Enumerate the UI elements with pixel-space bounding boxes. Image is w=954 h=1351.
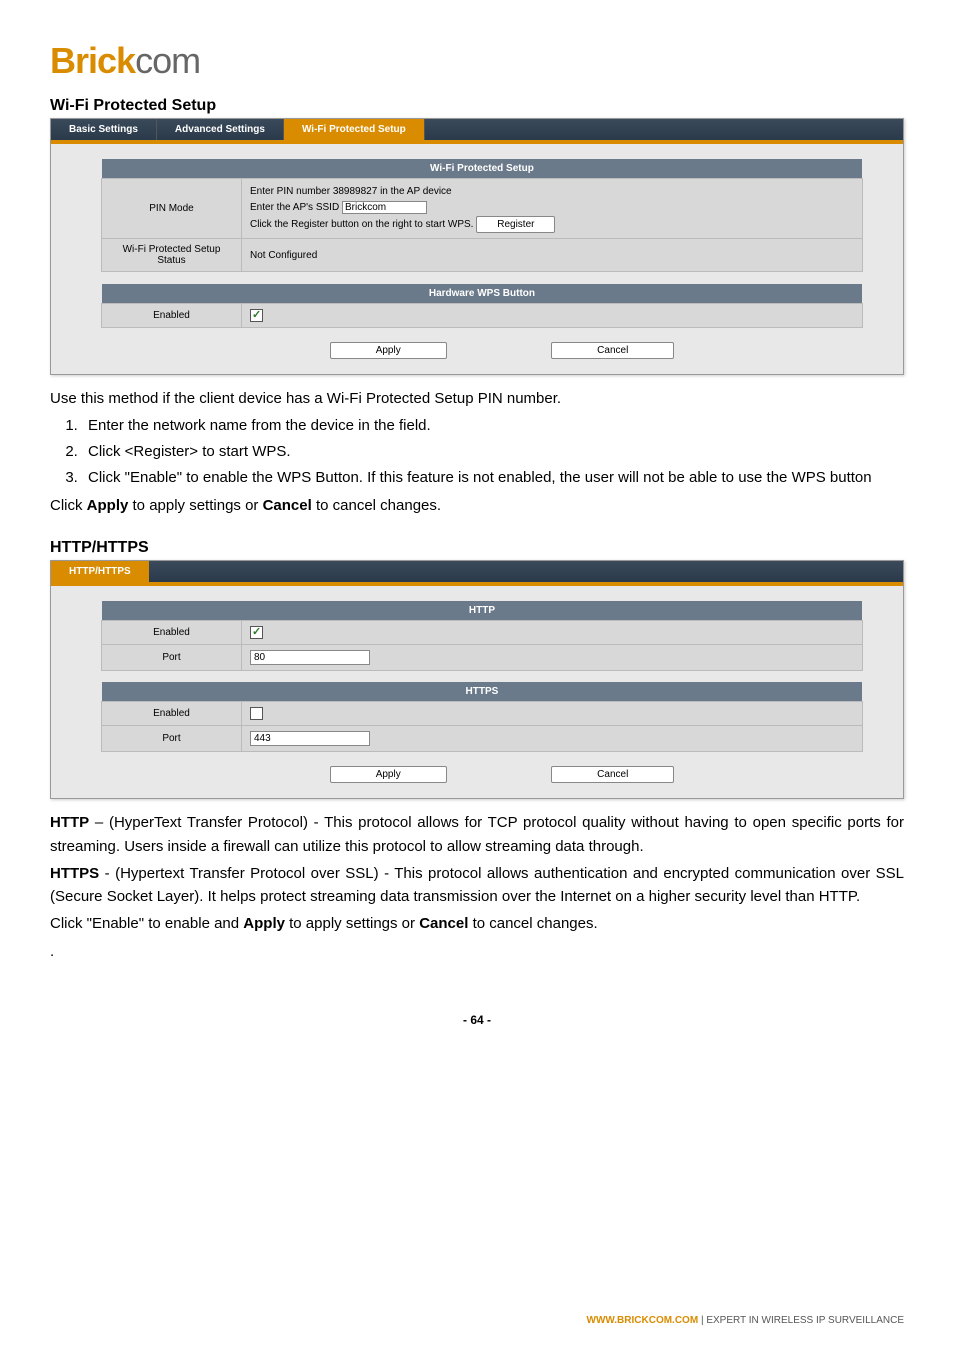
step-3: Click "Enable" to enable the WPS Button.… [82,466,904,489]
apply-instruction: Click Apply to apply settings or Cancel … [50,494,904,517]
hw-wps-header: Hardware WPS Button [102,284,863,304]
tab-bar-wps: Basic Settings Advanced Settings Wi-Fi P… [51,119,903,140]
hw-enabled-label: Enabled [102,303,242,327]
http-description: HTTP – (HyperText Transfer Protocol) - T… [50,811,904,858]
step-1: Enter the network name from the device i… [82,414,904,437]
wps-panel: Basic Settings Advanced Settings Wi-Fi P… [50,118,904,375]
pin-line2-pre: Enter the AP's SSID [250,202,339,213]
wps-status-label: Wi-Fi Protected Setup Status [102,239,242,272]
register-button[interactable]: Register [476,216,555,233]
cancel-button-wps[interactable]: Cancel [551,342,674,359]
instruction-steps: Enter the network name from the device i… [82,414,904,490]
http-panel: HTTP/HTTPS HTTP Enabled Port HTTPS Enabl… [50,560,904,800]
tab-wifi-protected-setup[interactable]: Wi-Fi Protected Setup [284,119,425,140]
https-port-label: Port [102,726,242,752]
https-description: HTTPS - (Hypertext Transfer Protocol ove… [50,862,904,909]
instruction-intro: Use this method if the client device has… [50,387,904,410]
http-port-label: Port [102,644,242,670]
wps-status-value: Not Configured [242,239,863,272]
logo: Brickcom [50,40,904,82]
footer-tagline: | EXPERT IN WIRELESS IP SURVEILLANCE [698,1315,904,1326]
wps-table-header: Wi-Fi Protected Setup [102,159,863,179]
enable-instruction: Click "Enable" to enable and Apply to ap… [50,912,904,935]
tab-http-https[interactable]: HTTP/HTTPS [51,561,149,582]
apply-button-wps[interactable]: Apply [330,342,447,359]
page-number: - 64 - [50,1013,904,1027]
http-port-input[interactable] [250,650,370,665]
section-title-http: HTTP/HTTPS [50,539,904,557]
https-enabled-checkbox[interactable] [250,707,263,720]
logo-text-com: com [135,40,200,81]
hw-enabled-checkbox[interactable] [250,309,263,322]
footer-url: WWW.BRICKCOM.COM [587,1315,699,1326]
wps-settings-table: Wi-Fi Protected Setup PIN Mode Enter PIN… [101,159,863,328]
step-2: Click <Register> to start WPS. [82,440,904,463]
https-enabled-label: Enabled [102,702,242,726]
http-button-row: Apply Cancel [101,764,903,783]
tab-basic-settings[interactable]: Basic Settings [51,119,157,140]
http-header: HTTP [102,601,863,621]
cancel-button-http[interactable]: Cancel [551,766,674,783]
pin-line3: Click the Register button on the right t… [250,219,473,230]
trailing-dot: . [50,940,904,963]
footer-bar: WWW.BRICKCOM.COM | EXPERT IN WIRELESS IP… [587,1315,904,1326]
http-table: HTTP Enabled Port HTTPS Enabled Port [101,601,863,753]
wps-button-row: Apply Cancel [101,340,903,359]
http-enabled-label: Enabled [102,620,242,644]
apply-button-http[interactable]: Apply [330,766,447,783]
section-title-wps: Wi-Fi Protected Setup [50,97,904,115]
https-port-input[interactable] [250,731,370,746]
tab-bar-http: HTTP/HTTPS [51,561,903,582]
pin-mode-label: PIN Mode [102,179,242,239]
https-header: HTTPS [102,682,863,702]
pin-mode-content: Enter PIN number 38989827 in the AP devi… [250,184,854,233]
http-enabled-checkbox[interactable] [250,626,263,639]
pin-line1: Enter PIN number 38989827 in the AP devi… [250,184,854,200]
logo-text-brick: Brick [50,40,135,81]
ssid-input[interactable] [342,201,427,214]
tab-advanced-settings[interactable]: Advanced Settings [157,119,284,140]
